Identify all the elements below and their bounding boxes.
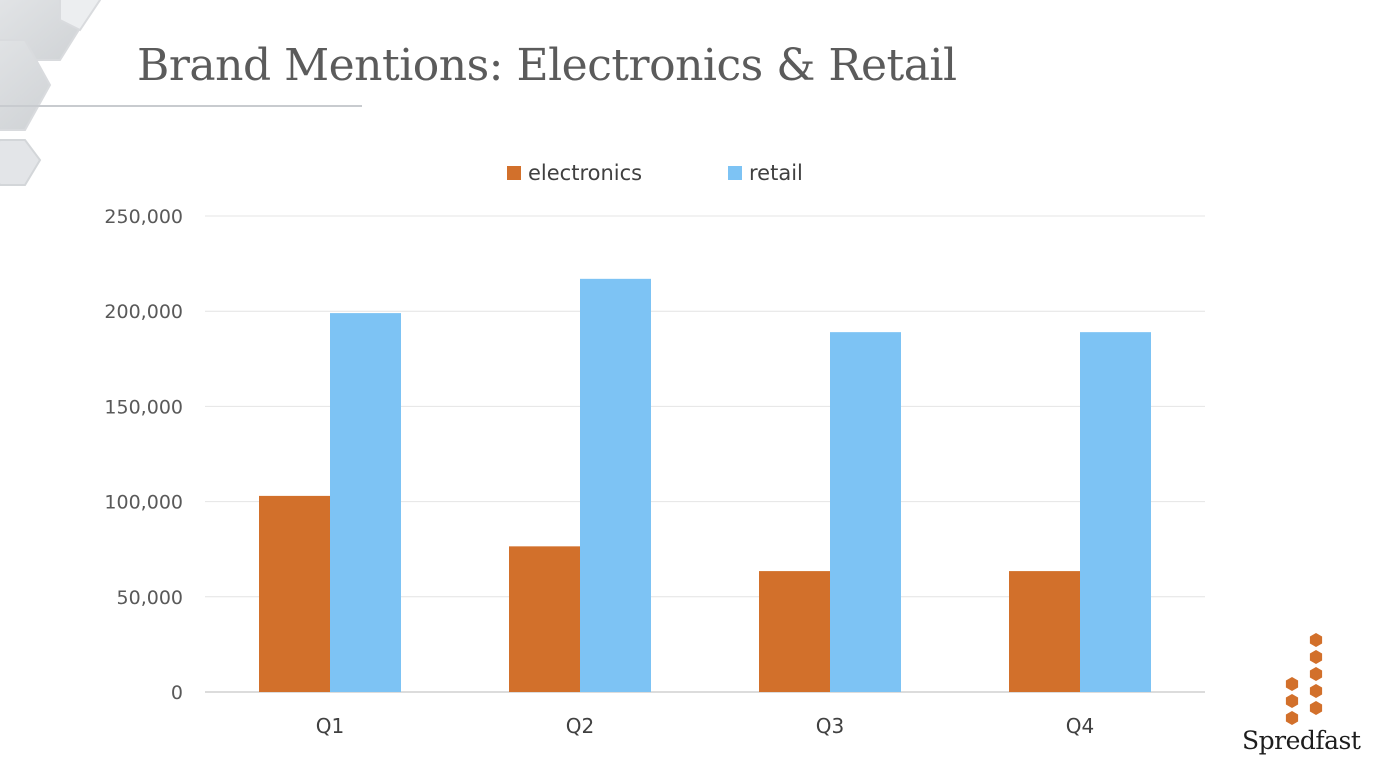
x-tick-label: Q2: [566, 714, 594, 738]
logo-hexagon: [1285, 711, 1299, 725]
logo-hexagon: [1285, 677, 1299, 691]
legend-label-electronics: electronics: [528, 161, 643, 185]
logo-hexagon: [1309, 684, 1323, 698]
y-tick-label: 250,000: [104, 206, 183, 228]
legend-swatch-retail: [728, 166, 742, 180]
y-tick-label: 100,000: [104, 492, 183, 514]
decorative-hexagon-pattern: [0, 0, 102, 186]
bar-electronics-Q2: [509, 546, 580, 692]
bar-electronics-Q4: [1009, 571, 1080, 692]
logo-hexagon: [1309, 667, 1323, 681]
legend-item-retail: retail: [728, 158, 803, 188]
legend-label-retail: retail: [749, 161, 803, 185]
x-tick-label: Q4: [1066, 714, 1094, 738]
y-tick-label: 50,000: [117, 587, 183, 609]
logo-hexagon: [1309, 650, 1323, 664]
bar-retail-Q3: [830, 332, 901, 692]
x-tick-label: Q1: [316, 714, 344, 738]
chart-legend: electronics retail: [0, 158, 1377, 188]
y-tick-label: 0: [171, 682, 183, 704]
slide-title: Brand Mentions: Electronics & Retail: [137, 40, 957, 91]
y-tick-label: 200,000: [104, 301, 183, 323]
bar-retail-Q1: [330, 313, 401, 692]
bar-electronics-Q3: [759, 571, 830, 692]
logo-hexagon: [1285, 694, 1299, 708]
brand-wordmark: Spredfast: [1242, 726, 1361, 755]
bar-electronics-Q1: [259, 495, 330, 692]
hexagon-cluster-icon: [1285, 633, 1323, 725]
bar-retail-Q2: [580, 278, 651, 692]
legend-swatch-electronics: [507, 166, 521, 180]
x-tick-label: Q3: [816, 714, 844, 738]
logo-hexagon: [1309, 701, 1323, 715]
logo-hexagon: [1309, 633, 1323, 647]
title-underline-rule: [0, 105, 362, 107]
bar-retail-Q4: [1080, 332, 1151, 692]
y-tick-label: 150,000: [104, 396, 183, 418]
legend-item-electronics: electronics: [507, 158, 642, 188]
